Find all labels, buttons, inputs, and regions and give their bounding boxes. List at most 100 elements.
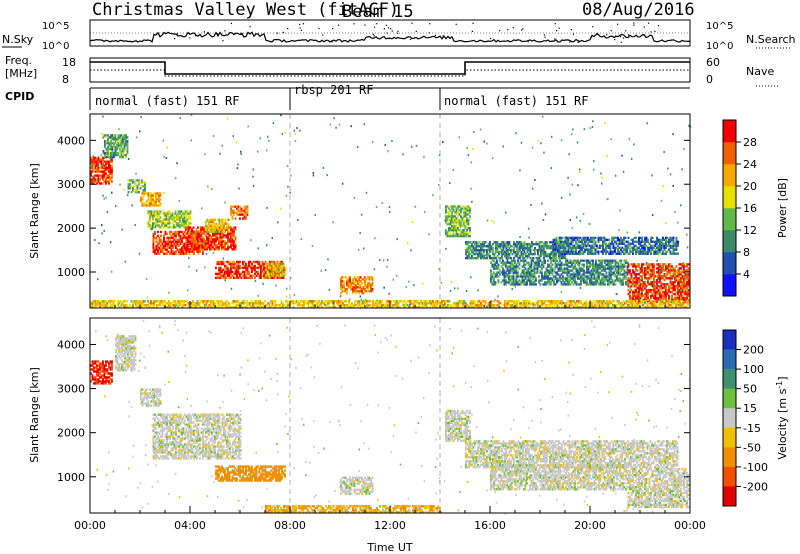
data-cell xyxy=(538,245,541,248)
data-cell xyxy=(578,240,580,243)
data-cell xyxy=(486,249,488,252)
data-cell xyxy=(102,164,104,167)
data-cell xyxy=(195,244,198,247)
data-cell xyxy=(554,259,557,262)
data-cell xyxy=(575,275,578,278)
data-cell xyxy=(550,267,552,270)
data-cell xyxy=(464,219,467,222)
data-cell xyxy=(530,261,533,264)
data-cell xyxy=(463,205,465,208)
data-cell xyxy=(218,242,220,245)
data-cell xyxy=(166,252,168,255)
data-cell xyxy=(358,282,360,285)
data-cell xyxy=(581,279,584,282)
data-cell xyxy=(483,254,485,258)
data-cell xyxy=(219,240,222,243)
data-cell xyxy=(270,264,273,268)
data-cell xyxy=(185,228,187,231)
data-cell xyxy=(169,236,171,240)
data-cell xyxy=(617,277,620,280)
data-cell xyxy=(260,266,262,270)
data-cell xyxy=(212,228,215,231)
data-cell xyxy=(107,140,109,143)
data-cell xyxy=(116,146,118,149)
data-cell xyxy=(230,228,232,231)
data-cell xyxy=(209,246,211,249)
data-cell xyxy=(445,205,447,208)
nsearch-dot xyxy=(383,28,385,30)
data-cell xyxy=(536,271,539,274)
data-cell xyxy=(609,250,612,253)
data-cell xyxy=(175,230,177,234)
data-cell xyxy=(517,259,519,262)
data-cell xyxy=(553,250,556,254)
data-cell xyxy=(512,281,515,284)
data-cell xyxy=(105,160,107,163)
data-cell xyxy=(584,242,586,245)
data-cell xyxy=(227,222,230,225)
data-cell xyxy=(609,242,612,245)
data-cell xyxy=(507,250,509,254)
data-cell xyxy=(108,166,110,169)
data-cell xyxy=(149,200,151,203)
data-cell xyxy=(108,152,111,155)
data-cell xyxy=(541,279,543,282)
data-cell xyxy=(620,265,623,268)
data-cell xyxy=(566,244,568,247)
data-cell xyxy=(590,236,592,240)
data-cell xyxy=(506,261,509,264)
data-cell xyxy=(611,279,614,282)
data-cell xyxy=(548,271,551,274)
data-cell xyxy=(505,261,507,264)
data-cell xyxy=(505,283,507,286)
data-cell xyxy=(498,243,500,246)
data-cell xyxy=(516,247,518,250)
data-cell xyxy=(584,248,586,251)
data-cell xyxy=(114,300,116,303)
data-cell xyxy=(555,249,557,252)
data-cell xyxy=(449,217,452,220)
data-cell xyxy=(228,238,231,241)
data-cell xyxy=(508,241,511,244)
data-cell xyxy=(155,252,158,255)
data-cell xyxy=(448,207,450,210)
data-cell xyxy=(149,218,151,221)
data-cell xyxy=(567,240,570,243)
data-cell xyxy=(527,261,530,264)
data-cell xyxy=(251,274,253,277)
data-cell xyxy=(469,241,472,244)
data-cell xyxy=(344,288,347,291)
data-cell xyxy=(495,249,497,252)
data-cell xyxy=(561,242,564,245)
data-cell xyxy=(533,267,536,270)
data-cell xyxy=(349,284,351,287)
nsearch-dot xyxy=(657,25,660,27)
data-cell xyxy=(142,191,145,194)
data-cell xyxy=(218,260,220,264)
data-cell xyxy=(249,276,252,279)
data-cell xyxy=(186,210,189,213)
data-cell xyxy=(111,134,114,137)
data-cell xyxy=(201,232,204,235)
data-cell xyxy=(549,247,551,250)
data-cell xyxy=(284,272,287,275)
nsearch-dot xyxy=(578,41,580,43)
data-cell xyxy=(230,230,232,233)
data-cell xyxy=(167,222,169,225)
data-cell xyxy=(526,279,528,282)
data-cell xyxy=(275,268,278,271)
data-cell xyxy=(471,250,473,254)
data-cell xyxy=(160,240,162,243)
data-cell xyxy=(362,288,365,291)
nsearch-dot xyxy=(572,33,574,35)
data-cell xyxy=(535,271,537,274)
data-cell xyxy=(166,242,168,245)
data-cell xyxy=(237,270,240,274)
data-cell xyxy=(587,250,589,253)
data-cell xyxy=(584,250,586,253)
data-cell xyxy=(498,245,500,248)
data-cell xyxy=(170,216,172,219)
data-cell xyxy=(203,226,205,229)
data-cell xyxy=(353,288,356,291)
